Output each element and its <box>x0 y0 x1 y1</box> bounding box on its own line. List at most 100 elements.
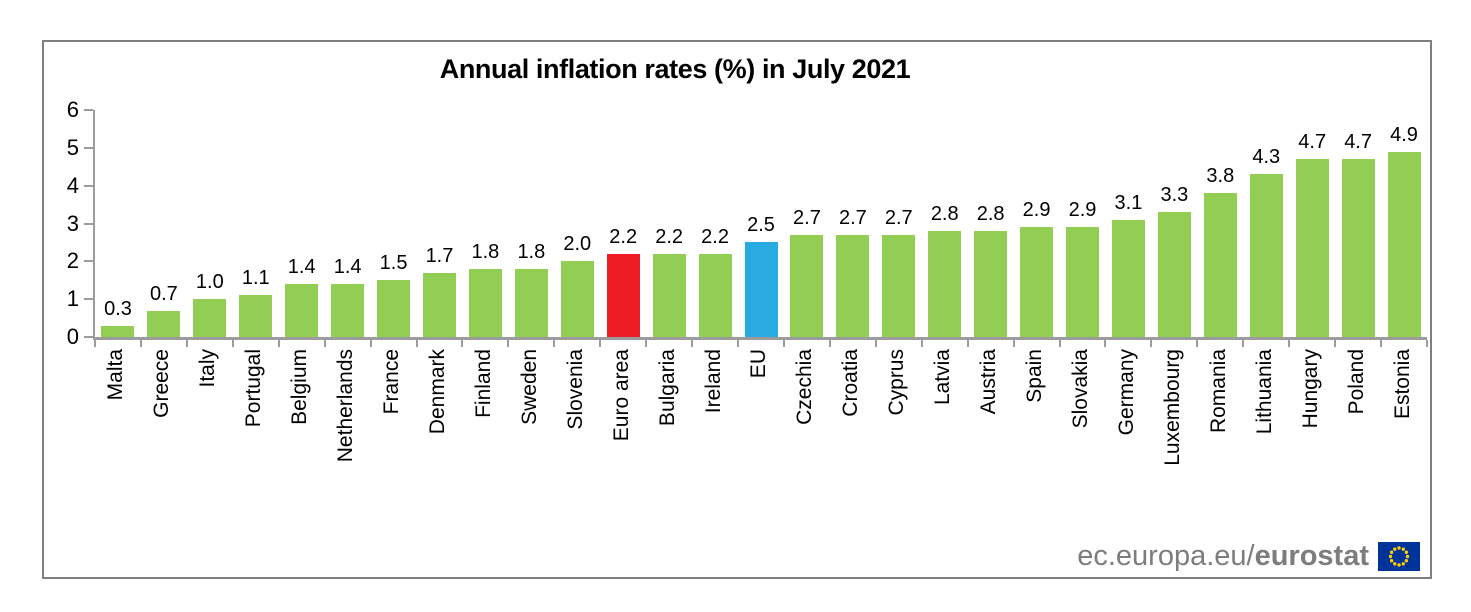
footer-url-bold: eurostat <box>1254 540 1369 572</box>
x-axis-label: Latvia <box>931 349 955 406</box>
value-label: 1.4 <box>333 256 362 279</box>
x-axis-label: Poland <box>1344 349 1368 415</box>
value-label: 0.7 <box>149 282 178 305</box>
x-axis-label-slot: Slovenia <box>552 349 598 539</box>
x-axis-label-slot: Denmark <box>415 349 461 539</box>
footer-credit: ec.europa.eu/eurostat <box>1077 542 1420 571</box>
x-axis-label: Bulgaria <box>655 349 679 427</box>
y-axis-label: 5 <box>66 134 79 160</box>
x-axis-label: Hungary <box>1298 349 1322 429</box>
eu-flag-star <box>1393 547 1397 551</box>
eu-flag-star <box>1389 559 1394 563</box>
bar-netherlands <box>331 284 365 337</box>
x-axis-label: Sweden <box>517 349 541 425</box>
x-axis-label-slot: Greece <box>139 349 185 539</box>
x-axis-label-slot: Luxembourg <box>1149 349 1195 539</box>
x-axis-tick <box>1380 340 1383 347</box>
x-axis-label: Estonia <box>1390 349 1414 420</box>
x-axis-tick <box>691 340 694 347</box>
footer-url-regular: ec.europa.eu/ <box>1077 540 1255 572</box>
x-axis-label: Croatia <box>839 349 863 417</box>
eu-flag-star <box>1389 550 1394 554</box>
x-axis-label-slot: Slovakia <box>1058 349 1104 539</box>
x-axis-label: Netherlands <box>334 349 358 463</box>
y-axis-label: 6 <box>66 97 79 122</box>
x-axis-label: Cyprus <box>885 349 909 416</box>
y-axis-label: 3 <box>66 210 79 236</box>
x-axis-label: France <box>380 349 404 415</box>
bar-croatia <box>836 234 870 337</box>
eu-flag-star <box>1397 563 1401 567</box>
x-axis-label: Spain <box>1023 349 1047 403</box>
bar-austria <box>974 231 1008 337</box>
x-axis-label-slot: Netherlands <box>323 349 369 539</box>
eu-flag-star <box>1404 550 1409 554</box>
x-axis-label-slot: Hungary <box>1287 349 1333 539</box>
value-label: 2.2 <box>609 225 638 248</box>
x-axis-label: Lithuania <box>1252 349 1276 435</box>
x-axis-tick <box>94 340 96 347</box>
value-label: 4.9 <box>1390 123 1418 146</box>
x-axis-label-slot: Poland <box>1333 349 1379 539</box>
x-axis-tick <box>507 340 510 347</box>
x-axis-label-slot: Austria <box>966 349 1012 539</box>
y-axis-label: 0 <box>66 324 79 349</box>
x-axis-label: Romania <box>1206 349 1230 434</box>
x-axis-label: Portugal <box>242 349 266 428</box>
bar-poland <box>1341 159 1375 337</box>
x-axis-label: Greece <box>150 349 174 418</box>
value-label: 1.8 <box>517 240 546 263</box>
x-axis-label: Germany <box>1114 349 1138 436</box>
x-axis-label-slot: Malta <box>93 349 139 539</box>
bar-latvia <box>928 231 962 337</box>
x-axis-tick <box>1058 340 1061 347</box>
bar-denmark <box>422 272 456 337</box>
x-axis-label: Luxembourg <box>1160 349 1184 466</box>
bar-estonia <box>1387 151 1421 337</box>
value-label: 2.2 <box>701 225 729 248</box>
x-axis-label: EU <box>747 349 771 379</box>
bar-malta <box>101 325 135 337</box>
bar-belgium <box>285 284 319 337</box>
x-axis-tick <box>645 340 648 347</box>
bar-sweden <box>514 268 548 337</box>
x-axis-labels: Malta Greece Italy Portugal Belgium Netherlan… <box>93 349 1425 539</box>
value-label: 0.3 <box>104 297 132 320</box>
x-axis-tick <box>828 340 831 347</box>
x-axis-tick <box>599 340 602 347</box>
y-axis-label: 4 <box>66 172 79 198</box>
x-axis-tick <box>1104 340 1107 347</box>
x-axis-tick <box>231 340 234 347</box>
x-axis-tick <box>1012 340 1015 347</box>
value-label: 2.7 <box>793 206 821 229</box>
value-label: 1.0 <box>195 271 224 294</box>
value-label: 1.8 <box>471 240 500 263</box>
y-axis-tick <box>84 146 93 149</box>
bar-euro-area <box>606 253 640 337</box>
x-axis-tick <box>874 340 877 347</box>
y-axis-tick <box>84 260 93 263</box>
eu-flag-star <box>1388 554 1393 559</box>
y-axis-tick <box>84 336 93 338</box>
x-axis-tick <box>461 340 464 347</box>
x-axis-tick <box>277 340 280 347</box>
y-axis-tick <box>84 109 93 111</box>
bar-slovenia <box>560 261 594 337</box>
value-label: 2.8 <box>976 203 1005 226</box>
value-label: 1.4 <box>287 256 316 279</box>
x-axis-tick <box>966 340 969 347</box>
x-axis-label-slot: Portugal <box>231 349 277 539</box>
value-label: 4.7 <box>1298 131 1327 154</box>
bar-spain <box>1020 227 1054 337</box>
x-axis-tick <box>369 340 372 347</box>
x-axis-label-slot: Croatia <box>828 349 874 539</box>
bar-ireland <box>698 253 732 337</box>
bar-italy <box>193 299 227 337</box>
y-axis-label: 2 <box>66 248 79 274</box>
y-axis-tick <box>84 222 93 225</box>
x-axis-tick <box>920 340 923 347</box>
x-axis-label: Euro area <box>609 349 633 442</box>
x-axis-label: Malta <box>104 349 128 401</box>
x-axis-label: Slovenia <box>563 349 587 430</box>
x-axis-label: Italy <box>196 349 220 388</box>
